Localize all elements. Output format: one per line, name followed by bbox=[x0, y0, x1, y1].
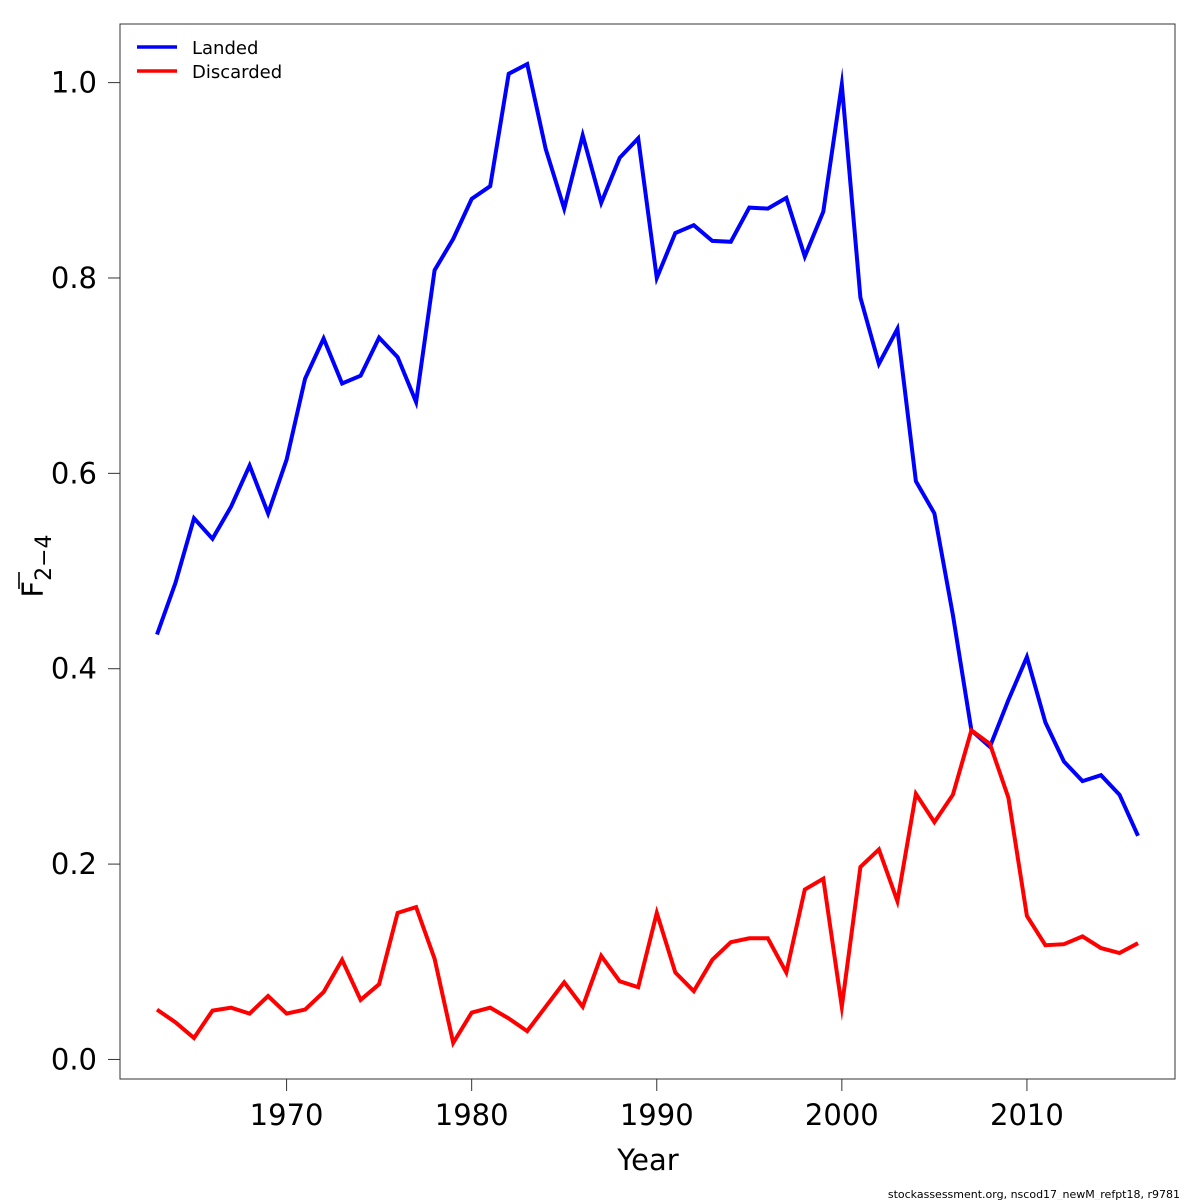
x-tick-label: 2000 bbox=[805, 1098, 879, 1132]
x-tick-label: 2010 bbox=[990, 1098, 1064, 1132]
x-tick-label: 1980 bbox=[435, 1098, 509, 1132]
y-axis-title-main: F bbox=[16, 581, 50, 598]
y-tick-label: 0.6 bbox=[51, 456, 97, 490]
y-axis-title: F2−4 bbox=[16, 534, 57, 597]
x-tick-label: 1990 bbox=[620, 1098, 694, 1132]
footer-note: stockassessment.org, nscod17_newM_refpt1… bbox=[888, 1188, 1180, 1200]
y-tick-label: 0.0 bbox=[51, 1042, 97, 1076]
x-axis-title: Year bbox=[616, 1143, 678, 1177]
legend: Landed Discarded bbox=[137, 38, 282, 83]
y-tick-label: 0.4 bbox=[51, 652, 97, 686]
plot-frame bbox=[119, 23, 1176, 1080]
y-axis-title-subscript: 2−4 bbox=[32, 534, 57, 580]
y-tick-label: 0.2 bbox=[51, 847, 97, 881]
legend-label-discarded: Discarded bbox=[192, 62, 282, 83]
svg-text:F2−4: F2−4 bbox=[16, 534, 57, 597]
series-layer bbox=[155, 61, 1140, 1049]
series-line-discarded bbox=[155, 726, 1139, 1049]
y-tick-label: 1.0 bbox=[51, 66, 97, 100]
legend-label-landed: Landed bbox=[192, 38, 258, 59]
x-axis: 1970 1980 1990 2000 2010 bbox=[250, 1078, 1064, 1132]
y-axis: 0.0 0.2 0.4 0.6 0.8 1.0 bbox=[51, 66, 121, 1076]
y-tick-label: 0.8 bbox=[51, 261, 97, 295]
x-tick-label: 1970 bbox=[250, 1098, 324, 1132]
series-line-landed bbox=[155, 61, 1140, 837]
